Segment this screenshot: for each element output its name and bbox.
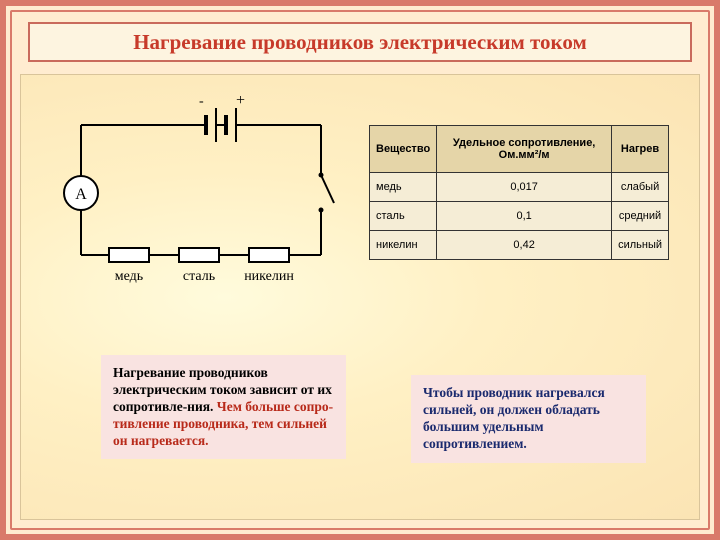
battery-minus-label: - [199, 94, 204, 109]
table-row: никелин 0,42 сильный [370, 231, 669, 260]
ammeter-label: А [75, 186, 87, 203]
switch-lever [321, 175, 334, 203]
circuit-diagram: - + медь [51, 85, 351, 315]
resistor-2 [179, 248, 219, 262]
resistivity-table: Вещество Удельное сопротивление, Ом.мм²/… [369, 125, 669, 260]
table-row: сталь 0,1 средний [370, 202, 669, 231]
table-header-heating: Нагрев [612, 126, 669, 173]
table-row: медь 0,017 слабый [370, 173, 669, 202]
callout-right: Чтобы проводник нагревался сильней, он д… [411, 375, 646, 463]
resistor-3 [249, 248, 289, 262]
resistor-3-label: никелин [244, 269, 294, 284]
table-header-substance: Вещество [370, 126, 437, 173]
resistor-1-label: медь [115, 269, 143, 284]
callout-left: Нагревание проводников электрическим ток… [101, 355, 346, 459]
resistor-2-label: сталь [183, 269, 215, 284]
battery-plus-label: + [236, 92, 245, 109]
page-title: Нагревание проводников электрическим ток… [28, 22, 692, 62]
content-area: - + медь [20, 74, 700, 520]
resistor-1 [109, 248, 149, 262]
table-header-resistivity: Удельное сопротивление, Ом.мм²/м [437, 126, 612, 173]
